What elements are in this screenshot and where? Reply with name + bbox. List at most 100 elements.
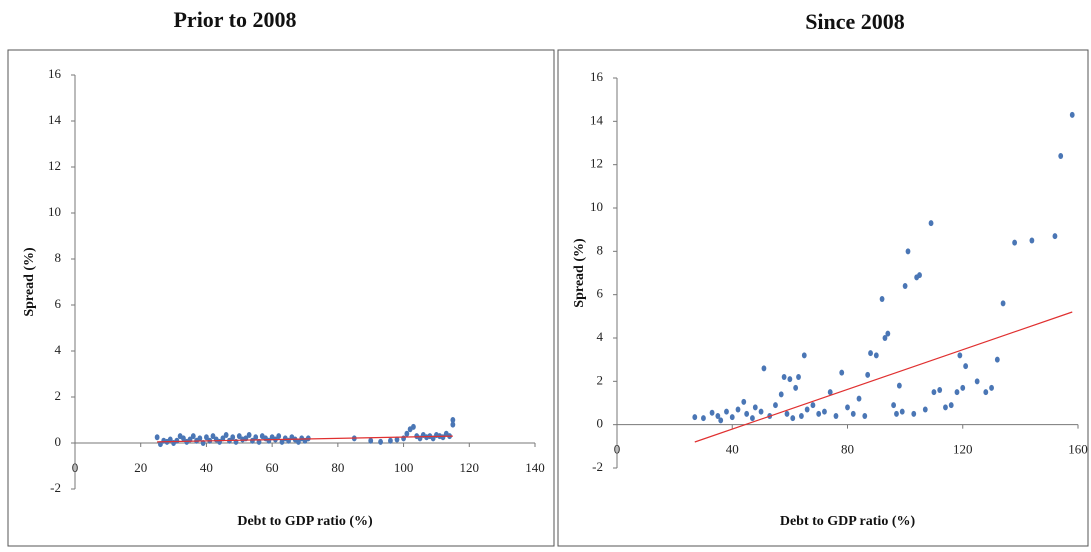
- x-tick-label: 0: [614, 442, 621, 457]
- point: [750, 415, 755, 422]
- y-tick-label: 2: [55, 388, 62, 403]
- point: [801, 352, 807, 359]
- y-tick-label: 14: [48, 112, 62, 127]
- point: [404, 430, 410, 437]
- y-tick-label: 14: [590, 112, 604, 127]
- y-tick-label: 6: [597, 286, 604, 301]
- point: [804, 406, 810, 413]
- x-tick-label: 20: [134, 460, 147, 475]
- point: [787, 376, 793, 383]
- point: [827, 389, 833, 396]
- point: [790, 415, 796, 422]
- point: [718, 417, 724, 424]
- point: [1029, 237, 1035, 244]
- panel-frame: [557, 49, 1089, 547]
- point: [1069, 111, 1075, 118]
- point: [894, 410, 899, 417]
- point: [411, 423, 416, 430]
- point: [368, 437, 374, 444]
- point: [773, 402, 778, 409]
- point: [796, 374, 801, 380]
- point: [220, 435, 226, 442]
- point: [394, 436, 400, 443]
- x-axis-label: Debt to GDP ratio (%): [237, 514, 373, 529]
- point: [758, 408, 764, 415]
- x-tick-label: 160: [1068, 442, 1088, 457]
- point: [279, 438, 285, 445]
- point: [741, 398, 747, 405]
- y-tick-label: -2: [50, 480, 61, 495]
- x-tick-label: 140: [525, 460, 545, 475]
- x-tick-label: 80: [841, 442, 854, 457]
- point: [223, 431, 229, 438]
- point: [833, 413, 839, 419]
- y-axis-label: Spread (%): [22, 247, 37, 317]
- y-tick-label: 4: [597, 329, 604, 344]
- point: [822, 408, 827, 415]
- panel-frame: [7, 49, 555, 547]
- point: [715, 413, 721, 419]
- point: [246, 431, 252, 438]
- point: [911, 410, 917, 417]
- point: [868, 350, 873, 357]
- point: [960, 384, 966, 391]
- x-tick-label: 60: [266, 460, 279, 475]
- point: [937, 387, 943, 393]
- point: [197, 435, 203, 442]
- point: [957, 352, 963, 359]
- point: [388, 437, 393, 444]
- point: [989, 384, 994, 391]
- x-tick-label: 120: [953, 442, 973, 457]
- y-tick-label: 2: [597, 372, 604, 387]
- point: [250, 437, 255, 444]
- point: [692, 414, 698, 421]
- point: [948, 402, 954, 409]
- point: [865, 371, 871, 378]
- point: [744, 410, 750, 417]
- point: [450, 417, 456, 423]
- point: [1012, 239, 1018, 246]
- y-tick-label: 10: [590, 199, 603, 214]
- y-tick-label: 16: [48, 66, 62, 81]
- point: [850, 410, 856, 417]
- y-tick-label: 10: [48, 204, 61, 219]
- point: [190, 433, 196, 440]
- point: [752, 404, 758, 411]
- point: [729, 414, 735, 421]
- point: [253, 434, 259, 441]
- point: [450, 421, 456, 428]
- point: [1052, 233, 1058, 240]
- point: [839, 369, 845, 376]
- chart-title: Prior to 2008: [173, 7, 296, 32]
- trend-line: [694, 311, 1073, 443]
- y-tick-label: 8: [55, 250, 62, 265]
- point: [983, 389, 989, 396]
- y-tick-label: 4: [55, 342, 62, 357]
- y-tick-label: -2: [592, 459, 603, 474]
- point: [856, 395, 862, 402]
- y-tick-label: 12: [48, 158, 61, 173]
- y-tick-label: 16: [590, 69, 604, 84]
- point: [974, 378, 980, 385]
- point: [724, 408, 729, 415]
- x-tick-label: 80: [331, 460, 344, 475]
- point: [943, 404, 948, 411]
- point: [276, 433, 282, 440]
- point: [735, 406, 741, 413]
- point: [761, 365, 767, 372]
- x-tick-label: 100: [394, 460, 414, 475]
- point: [799, 413, 804, 419]
- point: [917, 272, 922, 279]
- point: [709, 409, 715, 416]
- point: [879, 296, 885, 302]
- point: [882, 335, 888, 341]
- trend-line: [157, 435, 453, 443]
- point: [701, 415, 706, 422]
- point: [296, 438, 301, 445]
- point: [181, 435, 186, 442]
- point: [230, 434, 236, 441]
- point: [873, 352, 879, 359]
- y-tick-label: 0: [597, 416, 604, 431]
- point: [784, 410, 790, 417]
